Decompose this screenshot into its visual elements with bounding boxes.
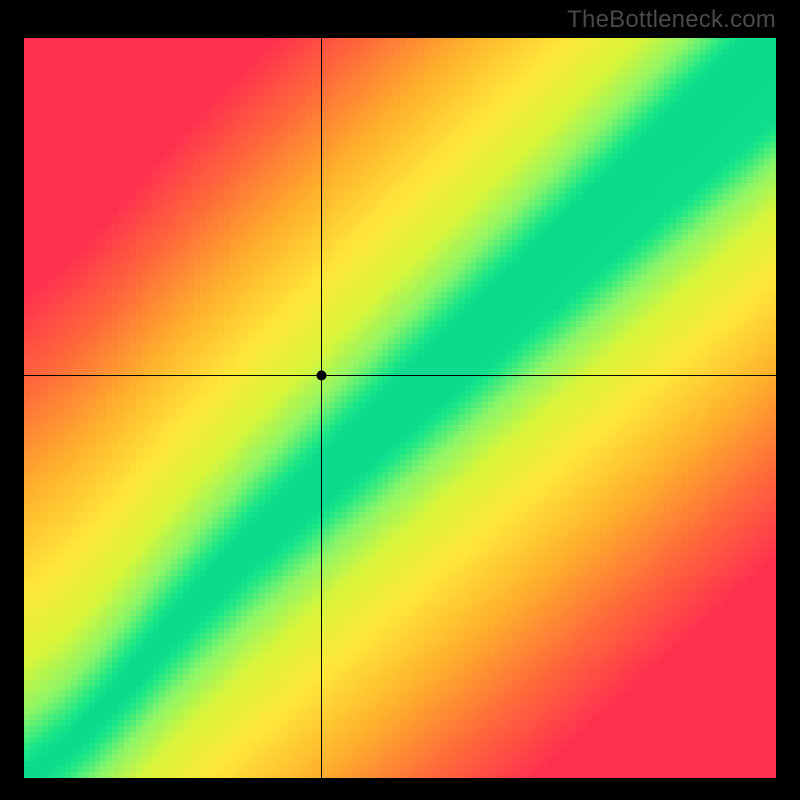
chart-container: TheBottleneck.com [0,0,800,800]
watermark-text: TheBottleneck.com [567,6,776,34]
bottleneck-heatmap [24,38,776,778]
